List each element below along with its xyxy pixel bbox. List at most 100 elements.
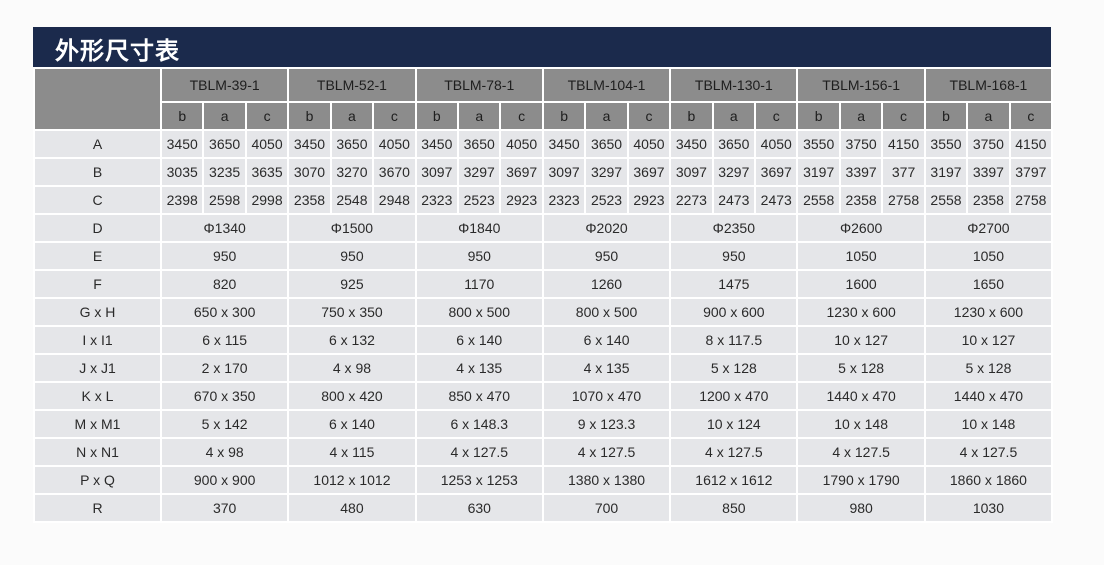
table-cell: 10 x 148 [796,409,926,439]
model-header: TBLM-130-1 [669,67,799,103]
subcolumn-header: b [159,101,205,131]
table-cell: 1030 [923,493,1054,523]
table-cell: 1050 [923,241,1054,271]
table-cell: 1440 x 470 [923,381,1054,411]
row-label: N x N1 [33,437,162,467]
table-cell: Φ2700 [923,213,1054,243]
table-cell: 6 x 140 [541,325,672,355]
table-cell: 6 x 148.3 [414,409,544,439]
row-label: I x I1 [33,325,162,355]
table-cell: 3650 [202,129,247,159]
table-cell: 3035 [159,157,205,187]
table-cell: 2 x 170 [159,353,290,383]
page-title: 外形尺寸表 [55,37,180,65]
table-row: M x M1 5 x 142 6 x 140 6 x 148.3 9 x 123.3 10… [33,409,1054,439]
table-row: K x L 670 x 350 800 x 420 850 x 470 1070 x 4… [33,381,1054,411]
table-cell: 3450 [159,129,205,159]
subcolumn-header: b [669,101,714,131]
table-cell: 1612 x 1612 [669,465,799,495]
row-label: C [33,185,162,215]
table-cell: 3270 [329,157,375,187]
row-label: J x J1 [33,353,162,383]
table-cell: 4150 [881,129,926,159]
model-header: TBLM-168-1 [923,67,1054,103]
table-row: I x I1 6 x 115 6 x 132 6 x 140 6 x 140 8 x 11… [33,325,1054,355]
table-cell: 950 [414,241,544,271]
table-row: F 820 925 1170 1260 1475 1600 1650 [33,269,1054,299]
table-cell: 10 x 148 [923,409,1054,439]
table-cell: 700 [541,493,672,523]
table-cell: 1253 x 1253 [414,465,544,495]
table-cell: 1600 [796,269,926,299]
table-cell: 1170 [414,269,544,299]
table-cell: 850 [669,493,799,523]
table-cell: 2323 [541,185,587,215]
table-cell: 4 x 127.5 [669,437,799,467]
subcolumn-header: a [966,101,1011,131]
table-cell: 4 x 135 [541,353,672,383]
table-row: E 950 950 950 950 950 1050 1050 [33,241,1054,271]
model-header-row: TBLM-39-1 TBLM-52-1 TBLM-78-1 TBLM-104-1 TBL… [33,67,1054,131]
table-cell: 3797 [1008,157,1054,187]
row-label: D [33,213,162,243]
table-cell: 4 x 98 [287,353,417,383]
table-cell: 4050 [372,129,417,159]
row-label: E [33,241,162,271]
row-label: A [33,129,162,159]
table-cell: 9 x 123.3 [541,409,672,439]
table-cell: 3697 [754,157,799,187]
table-cell: 2473 [711,185,757,215]
subcolumn-header: c [626,101,672,131]
table-cell: 2948 [372,185,417,215]
table-cell: 3297 [711,157,757,187]
table-cell: 377 [881,157,926,187]
table-cell: 5 x 142 [159,409,290,439]
table-cell: 480 [287,493,417,523]
table-cell: 3197 [796,157,841,187]
table-cell: 3450 [414,129,460,159]
table-cell: 3070 [287,157,332,187]
table-cell: 3450 [541,129,587,159]
table-cell: 4 x 127.5 [923,437,1054,467]
model-header: TBLM-52-1 [287,67,417,103]
table-cell: 950 [159,241,290,271]
table-cell: 2558 [923,185,969,215]
table-cell: 670 x 350 [159,381,290,411]
table-cell: 3450 [287,129,332,159]
table-cell: 1790 x 1790 [796,465,926,495]
table-cell: 2523 [584,185,629,215]
table-cell: 4050 [244,129,290,159]
subcolumn-header: c [244,101,290,131]
table-cell: 1070 x 470 [541,381,672,411]
table-row: J x J1 2 x 170 4 x 98 4 x 135 4 x 135 5 x 128… [33,353,1054,383]
table-cell: 5 x 128 [669,353,799,383]
table-row: R 370 480 630 700 850 980 1030 [33,493,1054,523]
table-cell: 4050 [499,129,544,159]
row-label: M x M1 [33,409,162,439]
table-cell: 3550 [796,129,841,159]
table-cell: 3197 [923,157,969,187]
table-cell: 1475 [669,269,799,299]
table-cell: 2323 [414,185,460,215]
table-cell: 4 x 127.5 [414,437,544,467]
table-cell: 2358 [287,185,332,215]
table-cell: 6 x 115 [159,325,290,355]
subcolumn-header: a [457,101,502,131]
subcolumn-header: c [881,101,926,131]
table-cell: 2548 [329,185,375,215]
table-cell: 3750 [966,129,1011,159]
table-row: A 3450 3650 4050 3450 3650 4050 3450 3650 4050 345… [33,129,1054,159]
subcolumn-header: b [796,101,841,131]
table-cell: 850 x 470 [414,381,544,411]
table-cell: 4 x 115 [287,437,417,467]
model-header: TBLM-104-1 [541,67,672,103]
table-cell: 3097 [541,157,587,187]
table-cell: 630 [414,493,544,523]
table-cell: 2758 [1008,185,1054,215]
row-label: G x H [33,297,162,327]
table-cell: 4 x 135 [414,353,544,383]
table-cell: Φ1840 [414,213,544,243]
model-header: TBLM-78-1 [414,67,544,103]
table-cell: 3670 [372,157,417,187]
